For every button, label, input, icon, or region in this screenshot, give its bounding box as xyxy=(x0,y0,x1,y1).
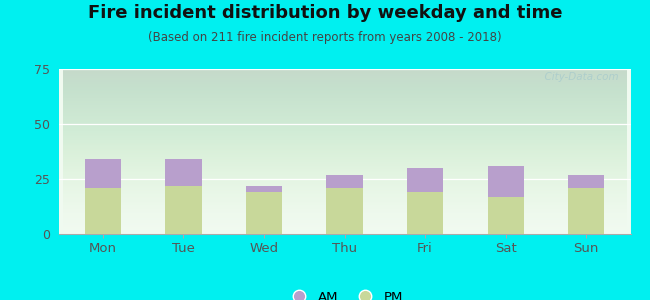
Text: Fire incident distribution by weekday and time: Fire incident distribution by weekday an… xyxy=(88,4,562,22)
Bar xyxy=(568,175,604,188)
Bar xyxy=(407,168,443,192)
Bar xyxy=(488,196,524,234)
Bar xyxy=(568,188,604,234)
Legend: AM, PM: AM, PM xyxy=(282,287,407,300)
Bar xyxy=(326,175,363,188)
Text: City-Data.com: City-Data.com xyxy=(538,72,619,82)
Bar xyxy=(246,186,282,192)
Bar xyxy=(84,188,121,234)
Bar xyxy=(246,192,282,234)
Bar xyxy=(326,188,363,234)
Bar xyxy=(165,159,202,186)
Bar xyxy=(84,159,121,188)
Bar xyxy=(488,166,524,196)
Text: (Based on 211 fire incident reports from years 2008 - 2018): (Based on 211 fire incident reports from… xyxy=(148,32,502,44)
Bar xyxy=(165,186,202,234)
Bar xyxy=(407,192,443,234)
